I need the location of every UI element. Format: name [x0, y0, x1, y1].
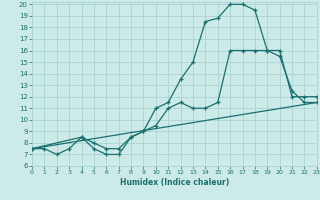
X-axis label: Humidex (Indice chaleur): Humidex (Indice chaleur)	[120, 178, 229, 187]
